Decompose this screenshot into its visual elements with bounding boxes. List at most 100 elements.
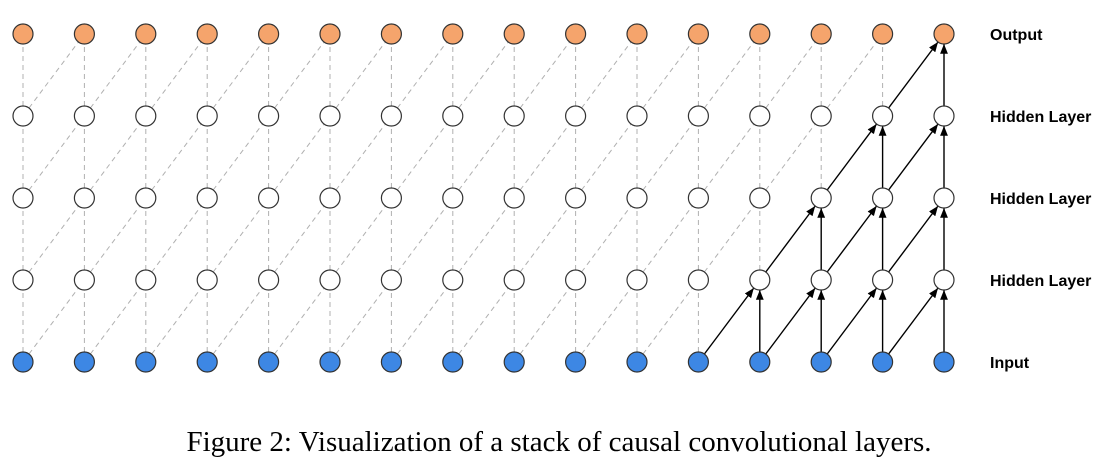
dashed-edge-diagonal [642, 41, 693, 109]
dashed-edge-diagonal [458, 41, 509, 109]
input-node [12, 351, 34, 373]
dashed-edge-diagonal [212, 123, 264, 191]
output-node [933, 23, 955, 45]
hidden-node [380, 269, 402, 291]
hidden-node [196, 105, 218, 127]
hidden-node [258, 187, 280, 209]
hidden-node [12, 187, 34, 209]
input-node [933, 351, 955, 373]
dashed-edge-diagonal [89, 287, 141, 355]
figure-caption: Figure 2: Visualization of a stack of ca… [186, 426, 932, 458]
output-layer-label: Output [990, 27, 1043, 44]
dashed-edge-diagonal [703, 123, 755, 191]
output-node [319, 23, 341, 45]
output-node [12, 23, 34, 45]
dashed-edge-diagonal [458, 205, 509, 273]
dashed-edge-diagonal [519, 123, 571, 191]
hidden-node [626, 105, 648, 127]
hidden-node [933, 105, 955, 127]
output-node [749, 23, 771, 45]
hidden-node [73, 269, 96, 291]
output-node [258, 23, 280, 45]
dashed-edge-diagonal [212, 205, 264, 273]
input-node [442, 351, 464, 373]
hidden-node [933, 269, 955, 291]
dashed-edge-diagonal [642, 205, 693, 273]
dashed-edge-diagonal [274, 205, 325, 273]
hidden-node [564, 105, 587, 127]
hidden-node [319, 269, 341, 291]
hidden-node [380, 187, 402, 209]
hidden-node [871, 187, 894, 209]
dashed-edge-diagonal [151, 205, 202, 273]
hidden-layer-label: Hidden Layer [990, 273, 1091, 290]
hidden-node [564, 187, 587, 209]
dashed-edge-diagonal [335, 41, 386, 109]
hidden-node [380, 105, 402, 127]
solid-edge-diagonal [765, 205, 816, 273]
solid-edge-diagonal [888, 41, 939, 109]
input-node [871, 351, 894, 373]
dashed-edge-diagonal [396, 41, 448, 109]
hidden-node [626, 187, 648, 209]
hidden-node [810, 269, 832, 291]
hidden-node [258, 105, 280, 127]
dashed-edge-diagonal [458, 123, 509, 191]
hidden-node [319, 105, 341, 127]
dashed-edge-diagonal [581, 205, 632, 273]
output-node [503, 23, 525, 45]
output-node [380, 23, 402, 45]
solid-edge-diagonal [703, 287, 755, 355]
hidden-layer-label: Hidden Layer [990, 109, 1091, 126]
dashed-edge-diagonal [519, 205, 571, 273]
hidden-node [73, 187, 96, 209]
hidden-node [12, 269, 34, 291]
input-node [810, 351, 832, 373]
hidden-node [319, 187, 341, 209]
hidden-layer-label: Hidden Layer [990, 191, 1091, 208]
input-node [196, 351, 218, 373]
dashed-edge-diagonal [212, 41, 264, 109]
input-node [380, 351, 402, 373]
dashed-edge-diagonal [89, 205, 141, 273]
solid-edge-diagonal [765, 287, 816, 355]
hidden-node [687, 269, 710, 291]
output-node [196, 23, 218, 45]
solid-edge-diagonal [888, 123, 939, 191]
dashed-edge-diagonal [642, 123, 693, 191]
hidden-node [687, 105, 710, 127]
hidden-node [749, 105, 771, 127]
hidden-node [503, 187, 525, 209]
dashed-edge-diagonal [274, 41, 325, 109]
dashed-edge-diagonal [458, 287, 509, 355]
dashed-edge-diagonal [396, 287, 448, 355]
hidden-node [933, 187, 955, 209]
hidden-node [442, 187, 464, 209]
solid-edge-diagonal [826, 205, 878, 273]
hidden-node [749, 269, 771, 291]
input-node [73, 351, 96, 373]
input-node [135, 351, 157, 373]
output-node [626, 23, 648, 45]
dashed-edge-diagonal [335, 205, 386, 273]
output-node [442, 23, 464, 45]
dashed-edge-diagonal [519, 287, 571, 355]
dashed-edge-diagonal [765, 123, 816, 191]
hidden-node [135, 269, 157, 291]
input-node [503, 351, 525, 373]
dashed-edge-diagonal [151, 287, 202, 355]
hidden-node [73, 105, 96, 127]
hidden-node [135, 105, 157, 127]
output-node [810, 23, 832, 45]
dashed-edge-diagonal [151, 41, 202, 109]
dashed-edge-diagonal [28, 123, 79, 191]
input-node [564, 351, 587, 373]
dashed-edge-diagonal [28, 287, 79, 355]
output-node [564, 23, 587, 45]
solid-edge-diagonal [888, 205, 939, 273]
dashed-edge-diagonal [519, 41, 571, 109]
output-node [73, 23, 96, 45]
dashed-edge-diagonal [703, 205, 755, 273]
input-node [687, 351, 710, 373]
dashed-edge-diagonal [581, 123, 632, 191]
